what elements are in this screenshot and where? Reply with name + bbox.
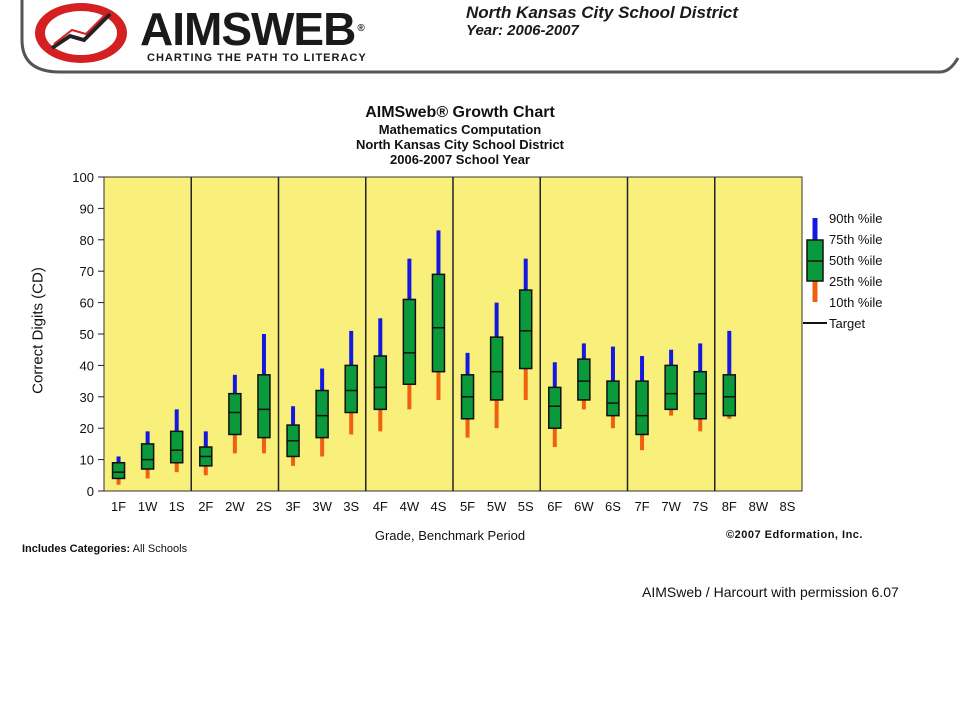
x-tick-label: 5S	[518, 499, 534, 514]
chart-title: AIMSweb® Growth Chart	[365, 104, 555, 121]
includes-label: Includes Categories:	[22, 543, 131, 555]
box-iqr	[373, 355, 388, 411]
box-iqr	[635, 380, 649, 436]
box-iqr	[257, 374, 271, 439]
x-tick-label: 8S	[780, 499, 796, 514]
x-tick-label: 1W	[138, 499, 158, 514]
x-tick-label: 4S	[431, 499, 447, 514]
box-iqr	[664, 364, 678, 411]
y-tick-label: 20	[80, 421, 94, 436]
header-banner	[20, 0, 960, 74]
chart-subtitle-1: Mathematics Computation	[378, 122, 542, 137]
y-axis-label: Correct Digits (CD)	[29, 267, 47, 394]
box-iqr	[431, 273, 446, 373]
legend-p90: 90th %ile	[829, 211, 883, 226]
x-tick-label: 2W	[225, 499, 245, 514]
box-iqr	[577, 358, 591, 401]
box-iqr	[489, 336, 504, 401]
chart-subtitle-3: 2006-2007 School Year	[390, 152, 530, 167]
legend-target: Target	[829, 316, 866, 331]
box-iqr	[344, 364, 358, 414]
brand-text: AIMSWEB	[140, 3, 356, 55]
legend-p75: 75th %ile	[829, 232, 883, 247]
y-tick-label: 80	[80, 233, 94, 248]
includes-categories: Includes Categories: All Schools	[22, 543, 187, 555]
x-tick-label: 3F	[285, 499, 300, 514]
x-tick-label: 8W	[749, 499, 769, 514]
box-iqr	[111, 461, 126, 480]
school-year: Year: 2006-2007	[466, 22, 579, 39]
box-iqr	[606, 380, 620, 417]
box-iqr	[402, 298, 417, 385]
x-tick-label: 6W	[574, 499, 594, 514]
permission-note: AIMSweb / Harcourt with permission 6.07	[642, 584, 899, 600]
y-tick-label: 60	[80, 296, 94, 311]
y-tick-label: 0	[87, 484, 94, 499]
y-tick-label: 30	[80, 390, 94, 405]
box-iqr	[518, 289, 533, 370]
x-tick-label: 5W	[487, 499, 507, 514]
legend-p25: 25th %ile	[829, 274, 883, 289]
box-iqr	[693, 370, 707, 420]
legend-p50: 50th %ile	[829, 253, 883, 268]
x-tick-label: 7W	[661, 499, 681, 514]
y-tick-label: 90	[80, 201, 94, 216]
x-tick-label: 2S	[256, 499, 272, 514]
y-tick-label: 100	[72, 170, 94, 185]
x-tick-label: 6F	[547, 499, 562, 514]
x-tick-label: 7S	[692, 499, 708, 514]
includes-value: All Schools	[132, 543, 188, 555]
box-iqr	[140, 443, 155, 470]
copyright: ©2007 Edformation, Inc.	[726, 529, 863, 541]
x-tick-label: 6S	[605, 499, 621, 514]
banner-frame	[20, 0, 960, 74]
box-iqr	[169, 430, 184, 464]
box-iqr	[228, 392, 242, 436]
chart-subtitle-2: North Kansas City School District	[355, 137, 565, 152]
x-tick-label: 2F	[198, 499, 213, 514]
tagline: CHARTING THE PATH TO LITERACY	[147, 52, 367, 64]
x-tick-label: 3S	[343, 499, 359, 514]
y-tick-label: 70	[80, 264, 94, 279]
x-tick-label: 1F	[111, 499, 126, 514]
x-tick-label: 7F	[634, 499, 649, 514]
x-axis-label: Grade, Benchmark Period	[374, 528, 526, 543]
district-name: North Kansas City School District	[466, 3, 739, 22]
x-tick-label: 1S	[169, 499, 185, 514]
box-iqr	[722, 374, 737, 417]
y-tick-label: 50	[80, 327, 94, 342]
registered-mark: ®	[357, 23, 364, 34]
x-tick-label: 4F	[373, 499, 388, 514]
x-tick-label: 8F	[722, 499, 737, 514]
y-tick-label: 10	[80, 453, 94, 468]
box-iqr	[548, 386, 562, 429]
box-iqr	[315, 389, 329, 439]
x-tick-label: 4W	[400, 499, 420, 514]
x-tick-label: 5F	[460, 499, 475, 514]
x-tick-label: 3W	[312, 499, 332, 514]
legend-p10: 10th %ile	[829, 295, 883, 310]
brand-name: AIMSWEB ®	[140, 3, 365, 55]
aimsweb-logo-icon	[35, 3, 127, 63]
y-tick-label: 40	[80, 358, 94, 373]
